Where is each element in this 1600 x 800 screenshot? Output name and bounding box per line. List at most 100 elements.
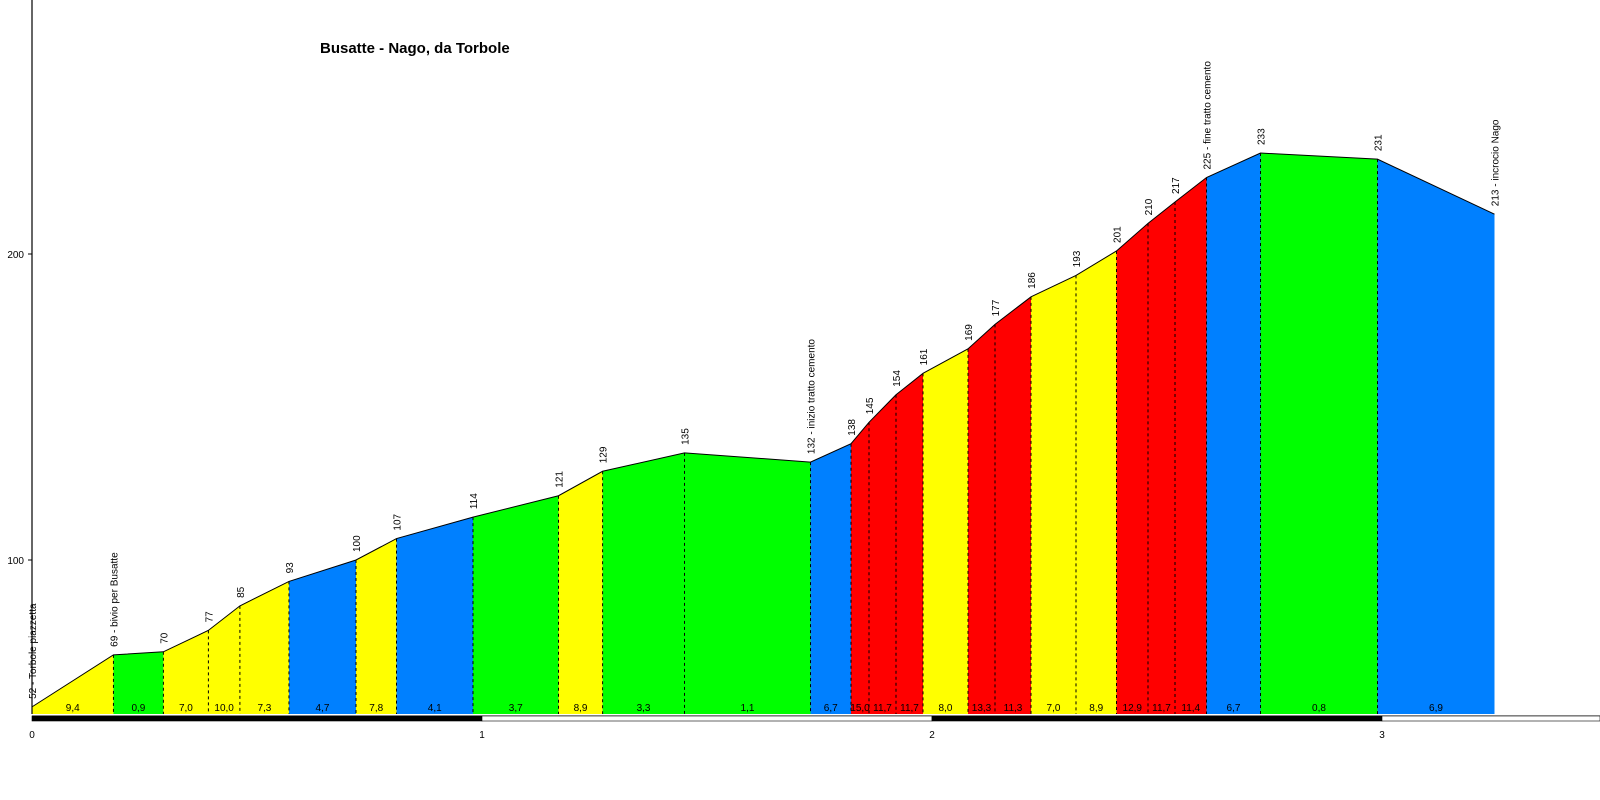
grade-segment <box>1076 250 1117 714</box>
grade-label: 11,7 <box>900 703 919 714</box>
point-label: 186 <box>1027 272 1038 289</box>
point-label: 114 <box>469 493 480 509</box>
grade-segment <box>1260 153 1378 714</box>
grade-segment <box>1206 153 1261 714</box>
grade-segment <box>1377 159 1495 714</box>
grade-segment <box>869 394 896 714</box>
point-label: 70 <box>159 632 170 644</box>
grade-label: 6,7 <box>824 703 838 714</box>
grade-segment <box>32 654 114 714</box>
grade-label: 11,7 <box>873 703 892 714</box>
y-tick-label: 200 <box>7 250 24 261</box>
grade-label: 13,3 <box>972 703 992 714</box>
point-label: 52 - Torbole piazzetta <box>28 603 39 699</box>
point-label: 154 <box>892 370 903 387</box>
grade-segment <box>995 296 1031 714</box>
grade-segment <box>239 581 289 714</box>
point-label: 145 <box>865 397 876 414</box>
grade-label: 10,0 <box>214 703 234 714</box>
grade-label: 6,7 <box>1227 703 1241 714</box>
grade-segment <box>851 422 869 714</box>
x-tick-label: 3 <box>1379 730 1385 741</box>
grade-label: 8,9 <box>574 703 588 714</box>
chart-title: Busatte - Nago, da Torbole <box>320 40 510 57</box>
grade-segment <box>163 630 209 714</box>
grade-labels: 9,4 0,9 7,0 10,0 7,3 4,7 7,8 4,1 3,7 8,9 3,3 1,1 6,7… <box>66 703 1444 714</box>
grade-segment <box>896 373 923 714</box>
grade-label: 1,1 <box>741 703 755 714</box>
grade-label: 3,3 <box>637 703 651 714</box>
grade-label: 7,0 <box>179 703 193 714</box>
y-tick-label: 100 <box>7 556 24 567</box>
x-tick-label: 2 <box>929 730 935 741</box>
grade-segments <box>32 153 1495 715</box>
grade-segment <box>923 348 968 714</box>
point-label: 93 <box>285 562 296 574</box>
grade-label: 3,7 <box>509 703 523 714</box>
grade-segment <box>1148 201 1175 715</box>
grade-segment <box>356 538 397 714</box>
grade-segment <box>473 495 559 714</box>
grade-label: 0,8 <box>1312 703 1326 714</box>
point-label: 201 <box>1113 226 1124 243</box>
point-label: 135 <box>681 428 692 445</box>
grade-label: 8,0 <box>939 703 953 714</box>
grade-label: 9,4 <box>66 703 80 714</box>
point-label: 193 <box>1072 250 1083 267</box>
point-label: 161 <box>919 348 930 365</box>
grade-segment <box>113 651 164 714</box>
grade-segment <box>288 560 356 714</box>
km-bar <box>481 715 933 722</box>
grade-segment <box>684 452 811 714</box>
point-label: 121 <box>555 471 566 488</box>
grade-label: 7,0 <box>1047 703 1061 714</box>
grade-label: 11,4 <box>1181 703 1200 714</box>
point-labels: 52 - Torbole piazzetta 69 - bivio per Bus… <box>28 61 1502 699</box>
point-label: 138 <box>847 419 858 436</box>
grade-segment <box>1031 275 1076 714</box>
axes: 100 200 0 1 2 3 <box>7 0 1600 741</box>
grade-label: 7,3 <box>257 703 271 714</box>
grade-label: 0,9 <box>131 703 145 714</box>
grade-segment <box>968 324 995 714</box>
grade-label: 4,1 <box>428 703 442 714</box>
x-tick-label: 1 <box>479 730 485 741</box>
grade-label: 6,9 <box>1429 703 1443 714</box>
grade-label: 12,9 <box>1123 703 1143 714</box>
point-label: 129 <box>599 446 610 463</box>
grade-label: 7,8 <box>369 703 383 714</box>
grade-label: 15,0 <box>850 703 870 714</box>
grade-segment <box>558 471 603 714</box>
grade-label: 8,9 <box>1089 703 1103 714</box>
profile-line-group <box>31 152 1495 708</box>
point-label: 225 - fine tratto cemento <box>1203 61 1214 170</box>
grade-label: 4,7 <box>316 703 330 714</box>
grade-label: 11,7 <box>1152 703 1171 714</box>
point-label: 100 <box>352 535 363 552</box>
grade-segment <box>1116 223 1148 714</box>
profile-line <box>31 152 1495 708</box>
point-label: 107 <box>393 513 404 530</box>
point-label: 69 - bivio per Busatte <box>109 552 120 647</box>
point-label: 210 <box>1144 198 1155 215</box>
point-label: 77 <box>204 611 215 623</box>
km-bar <box>931 715 1383 722</box>
grade-segment <box>396 517 473 714</box>
point-label: 85 <box>236 586 247 598</box>
km-bar <box>1381 715 1600 722</box>
grade-segment <box>1175 177 1207 714</box>
grade-segment <box>602 452 685 714</box>
point-label: 217 <box>1171 177 1182 194</box>
point-label: 231 <box>1374 134 1385 151</box>
grade-segment <box>208 605 240 714</box>
point-label: 233 <box>1257 128 1268 145</box>
point-label: 132 - inizio tratto cemento <box>807 339 818 454</box>
km-bar <box>31 715 483 722</box>
grade-label: 11,3 <box>1004 703 1023 714</box>
point-label: 213 - incrocio Nago <box>1491 119 1502 206</box>
x-tick-label: 0 <box>29 730 35 741</box>
point-label: 169 <box>964 324 975 341</box>
segment-dividers <box>112 153 1378 714</box>
point-label: 177 <box>991 299 1002 316</box>
